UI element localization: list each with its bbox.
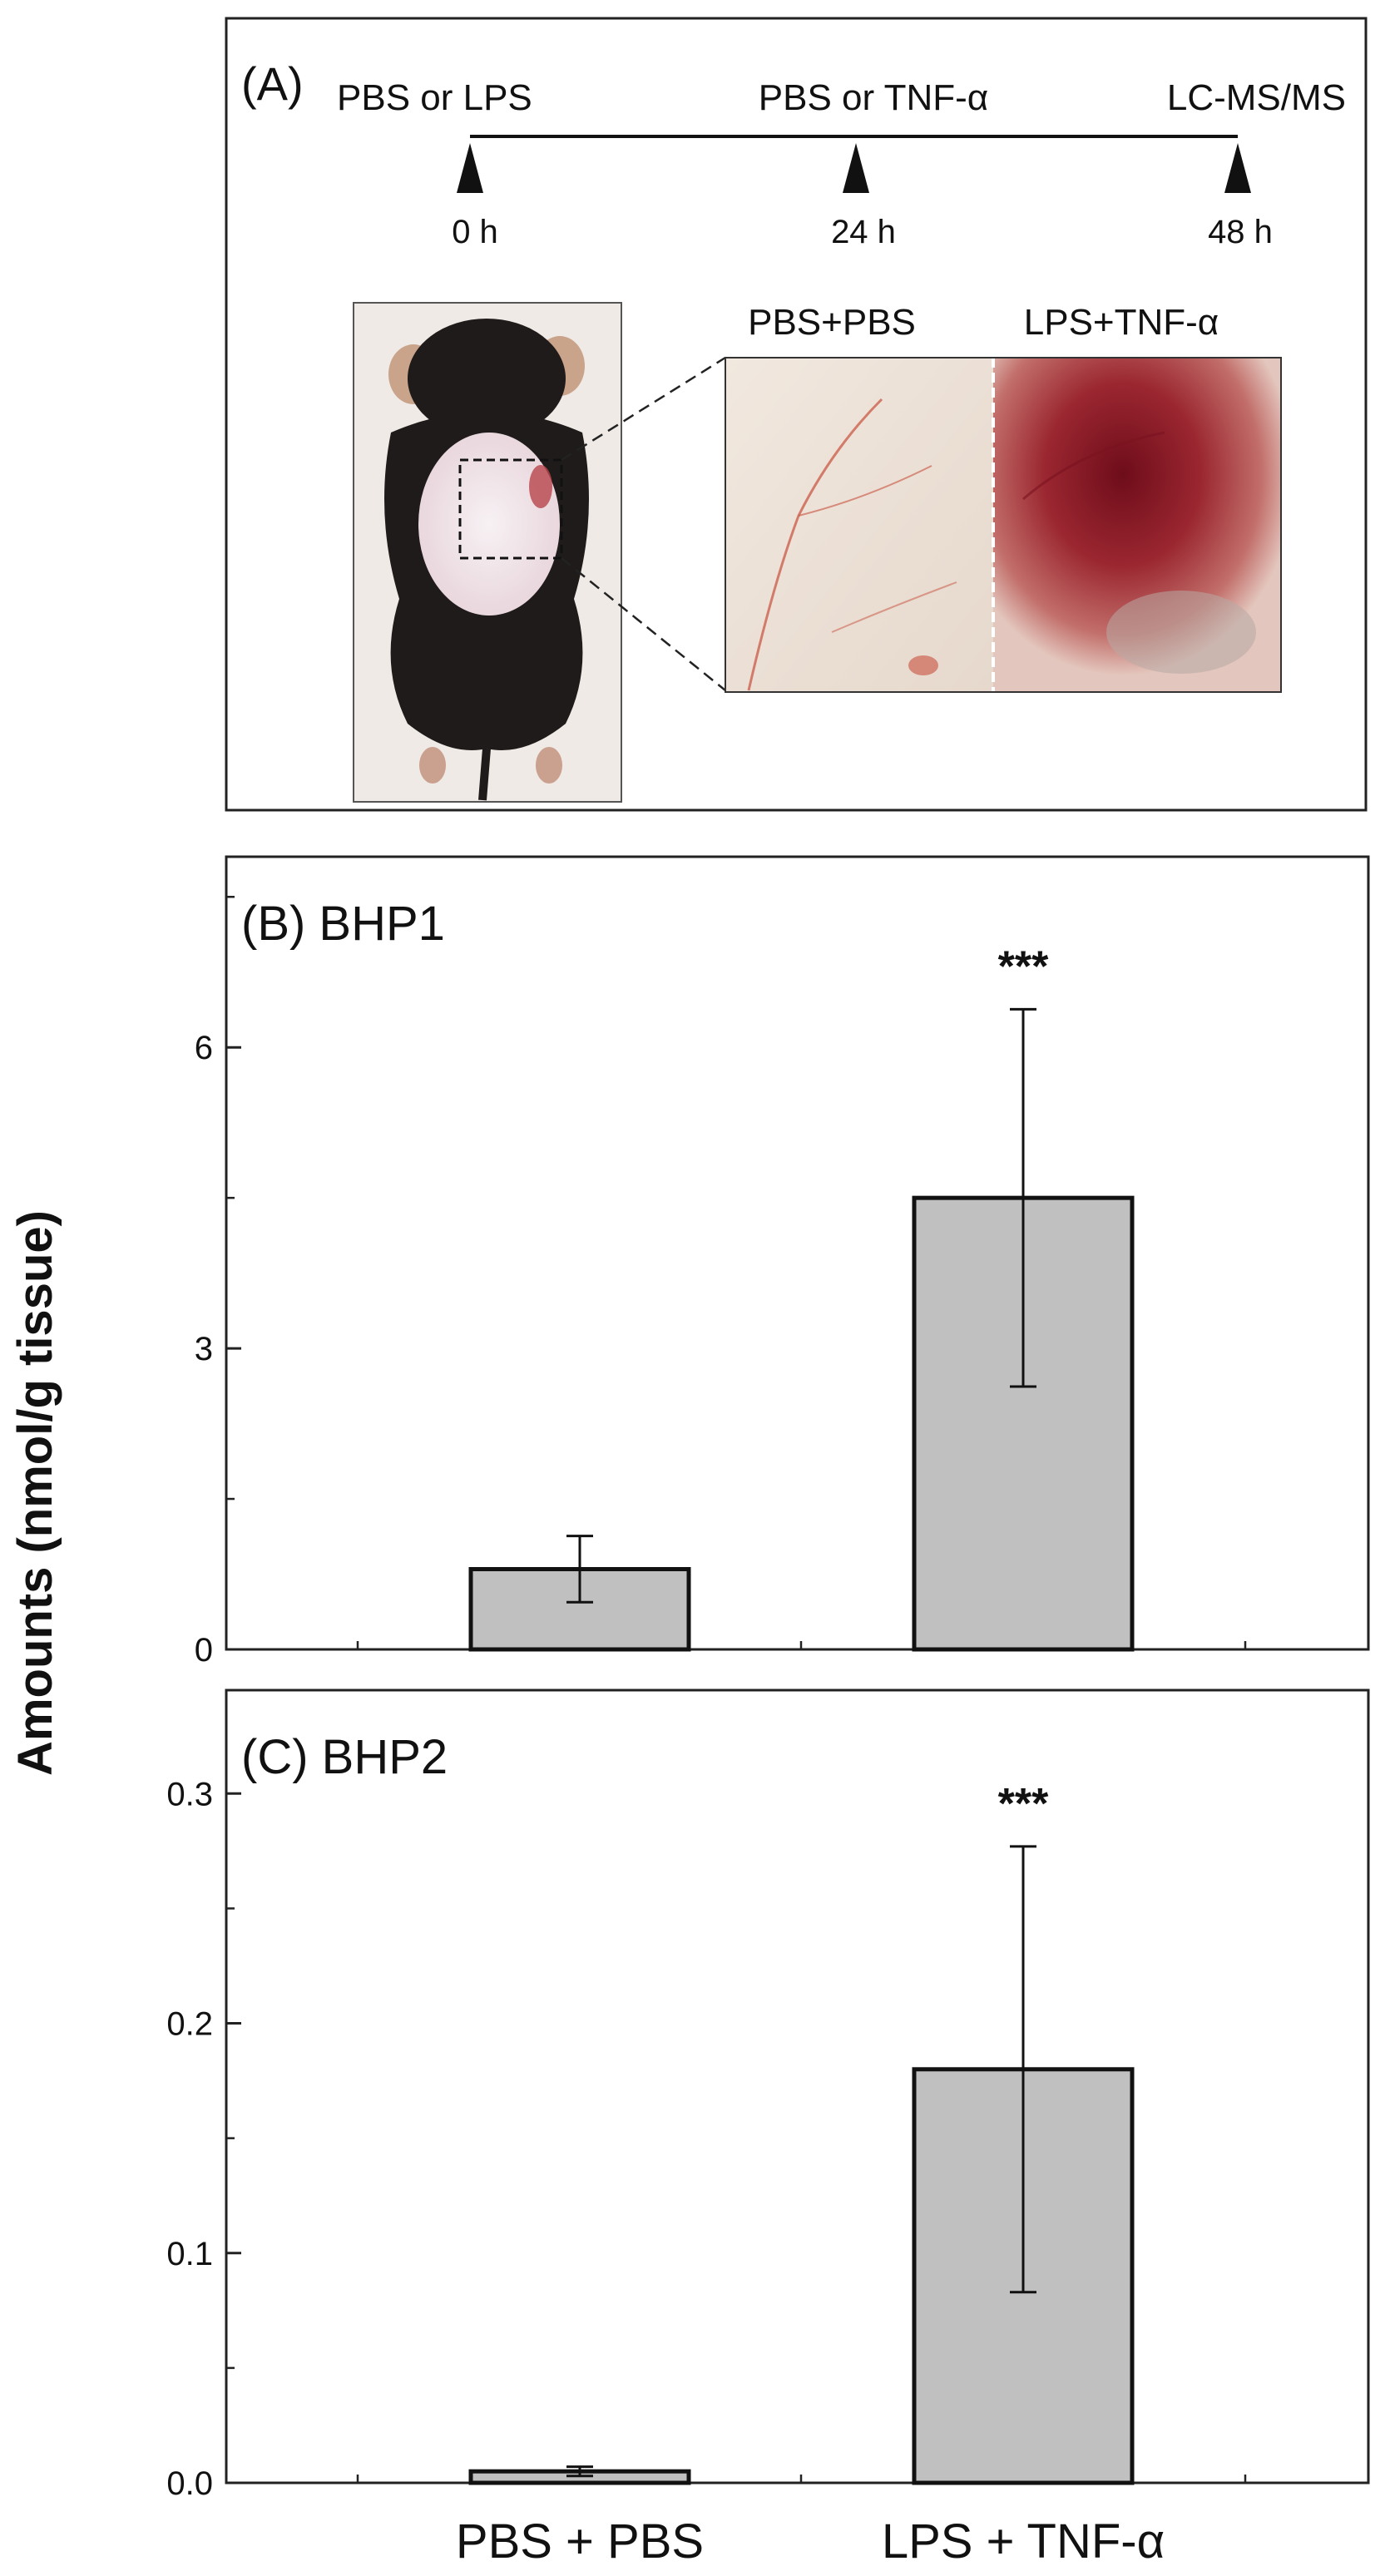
y-tick-label: 0.0 [166,2465,213,2502]
panel-a-label: (A) [241,57,304,110]
timeline-marker-48h-icon [1224,143,1251,193]
y-tick-label: 3 [195,1331,213,1367]
zoom-line-top [561,356,726,462]
photo-label-left: PBS+PBS [748,302,916,343]
skin-closeup-photo [725,357,1282,693]
plot-frame [225,855,1370,1651]
photo-label-right: LPS+TNF-α [1024,302,1219,343]
y-tick-label: 0.3 [166,1776,213,1812]
chart-bhp2: (C) BHP2 0.0 0.1 0.2 0.3 PBS + PBS *** LPS + TN… [166,1688,1370,2569]
timeline-event-0: PBS or LPS [337,77,532,118]
mouse-photo [353,302,622,803]
timeline-time-1: 24 h [831,214,896,250]
chart-title: (C) BHP2 [241,1730,448,1784]
timeline-marker-24h-icon [843,143,869,193]
panel-a: (A) PBS or LPS PBS or TNF-α LC-MS/MS 0 h… [225,17,1368,812]
panel-a-frame [225,17,1368,812]
chart-bhp1: (B) BHP1 0 3 6 *** [195,855,1370,1669]
y-tick-label: 0.1 [166,2236,213,2272]
timeline-event-1: PBS or TNF-α [759,77,988,118]
y-tick-label: 0.2 [166,2006,213,2043]
timeline-time-2: 48 h [1208,214,1273,250]
y-tick-label: 0 [195,1632,213,1669]
timeline-time-0: 0 h [452,214,498,250]
timeline-event-2: LC-MS/MS [1167,77,1346,118]
x-tick-label-0: PBS + PBS [456,2514,704,2569]
significance-marker-1: *** [998,942,1049,991]
chart-title: (B) BHP1 [241,897,445,951]
significance-marker-1: *** [998,1780,1049,1828]
x-tick-label-1: LPS + TNF-α [882,2514,1165,2569]
zoom-line-bottom [561,557,726,691]
plot-frame [225,1688,1370,2485]
timeline-marker-0h-icon [457,143,483,193]
y-tick-label: 6 [195,1030,213,1066]
bar-0 [468,1566,691,1652]
y-axis-label: Amounts (nmol/g tissue) [8,1210,62,1776]
